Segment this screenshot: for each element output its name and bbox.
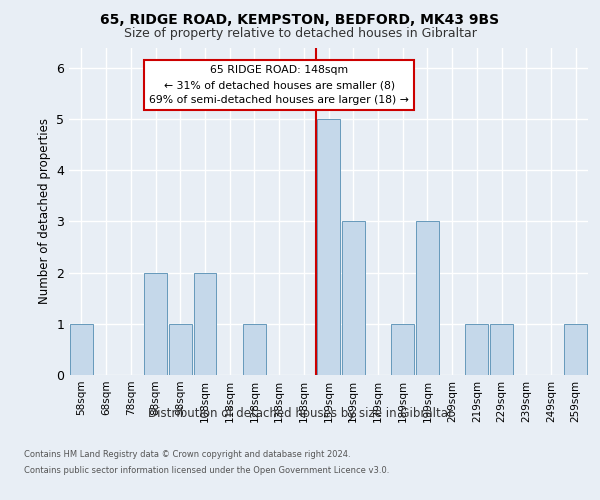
- Bar: [564, 324, 587, 375]
- Bar: [342, 222, 365, 375]
- Bar: [194, 272, 216, 375]
- Bar: [144, 272, 167, 375]
- Bar: [466, 324, 488, 375]
- Bar: [169, 324, 191, 375]
- Bar: [243, 324, 266, 375]
- Bar: [317, 119, 340, 375]
- Text: Distribution of detached houses by size in Gibraltar: Distribution of detached houses by size …: [148, 408, 452, 420]
- Text: 65 RIDGE ROAD: 148sqm
← 31% of detached houses are smaller (8)
69% of semi-detac: 65 RIDGE ROAD: 148sqm ← 31% of detached …: [149, 66, 409, 105]
- Text: Contains HM Land Registry data © Crown copyright and database right 2024.: Contains HM Land Registry data © Crown c…: [24, 450, 350, 459]
- Text: 65, RIDGE ROAD, KEMPSTON, BEDFORD, MK43 9BS: 65, RIDGE ROAD, KEMPSTON, BEDFORD, MK43 …: [100, 12, 500, 26]
- Text: Contains public sector information licensed under the Open Government Licence v3: Contains public sector information licen…: [24, 466, 389, 475]
- Bar: [416, 222, 439, 375]
- Bar: [391, 324, 414, 375]
- Bar: [70, 324, 93, 375]
- Y-axis label: Number of detached properties: Number of detached properties: [38, 118, 50, 304]
- Bar: [490, 324, 513, 375]
- Text: Size of property relative to detached houses in Gibraltar: Size of property relative to detached ho…: [124, 28, 476, 40]
